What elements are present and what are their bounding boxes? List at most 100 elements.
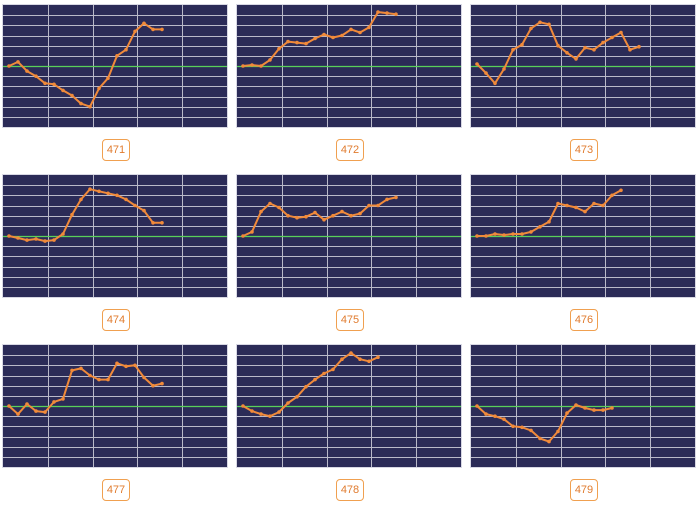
data-point	[322, 32, 326, 37]
data-point	[259, 209, 263, 214]
data-point	[556, 429, 560, 434]
plot-area[interactable]	[237, 5, 461, 127]
data-point	[331, 367, 335, 372]
data-point	[142, 208, 146, 213]
data-point	[574, 57, 578, 61]
data-point	[295, 215, 299, 220]
plot-area[interactable]	[3, 175, 227, 297]
data-point	[340, 357, 344, 361]
data-point	[88, 187, 92, 191]
series-line	[242, 11, 397, 67]
plot-area[interactable]	[3, 345, 227, 467]
data-point	[547, 439, 551, 444]
data-point	[493, 81, 497, 86]
chart-label-button[interactable]: 477	[102, 479, 130, 501]
series-line	[476, 21, 640, 85]
data-point	[34, 74, 38, 78]
chart-label-button[interactable]: 474	[102, 309, 130, 331]
data-point	[97, 377, 101, 382]
data-point	[547, 22, 551, 27]
chart-label-button[interactable]: 475	[336, 309, 364, 331]
data-point	[295, 40, 299, 45]
data-point	[133, 29, 137, 34]
data-point	[322, 371, 326, 376]
data-point	[16, 60, 20, 64]
chart-label-button[interactable]: 476	[570, 309, 598, 331]
data-point	[160, 221, 164, 225]
data-point	[313, 210, 317, 215]
plot-area[interactable]	[237, 175, 461, 297]
data-point	[502, 67, 506, 71]
data-point	[52, 238, 56, 242]
data-point	[376, 10, 380, 14]
data-point	[349, 27, 353, 32]
line-chart	[3, 175, 227, 297]
data-point	[106, 191, 110, 196]
data-point	[493, 414, 497, 418]
chart-label-button[interactable]: 473	[570, 139, 598, 161]
data-point	[556, 201, 560, 206]
data-point	[7, 404, 11, 408]
data-point	[97, 189, 101, 194]
data-point	[7, 64, 11, 68]
data-point	[376, 355, 380, 359]
data-point	[385, 197, 389, 202]
data-point	[115, 361, 119, 366]
data-point	[97, 86, 101, 91]
data-point	[25, 69, 29, 73]
plot-area[interactable]	[3, 5, 227, 127]
data-point	[250, 409, 254, 413]
plot-area[interactable]	[471, 175, 695, 297]
data-point	[367, 203, 371, 208]
data-point	[511, 424, 515, 429]
line-chart	[471, 5, 695, 127]
data-point	[313, 377, 317, 382]
series-line	[8, 188, 162, 243]
data-point	[358, 211, 362, 216]
data-point	[529, 26, 533, 31]
data-point	[358, 30, 362, 35]
plot-area[interactable]	[237, 345, 461, 467]
chart-label-button[interactable]: 479	[570, 479, 598, 501]
chart-panel: 471	[0, 0, 233, 170]
data-point	[484, 234, 488, 238]
data-point	[304, 214, 308, 219]
data-point	[259, 64, 263, 68]
plot-area[interactable]	[471, 345, 695, 467]
data-point	[538, 225, 542, 229]
data-point	[601, 408, 605, 412]
data-point	[250, 230, 254, 234]
data-point	[286, 401, 290, 405]
data-point	[268, 414, 272, 418]
data-point	[475, 404, 479, 408]
data-point	[484, 71, 488, 75]
data-point	[160, 27, 164, 32]
chart-label-button[interactable]: 472	[336, 139, 364, 161]
data-point	[124, 47, 128, 52]
data-point	[358, 357, 362, 361]
data-point	[79, 101, 83, 106]
data-point	[529, 428, 533, 433]
data-point	[367, 25, 371, 30]
data-point	[637, 44, 641, 49]
data-point	[241, 404, 245, 408]
data-point	[88, 104, 92, 109]
data-point	[502, 417, 506, 421]
plot-area[interactable]	[471, 5, 695, 127]
data-point	[52, 400, 56, 404]
data-point	[556, 43, 560, 48]
chart-panel: 478	[234, 340, 467, 510]
data-point	[106, 377, 110, 382]
data-point	[574, 403, 578, 407]
data-point	[61, 232, 65, 236]
data-point	[331, 213, 335, 218]
chart-label-button[interactable]: 478	[336, 479, 364, 501]
data-point	[583, 45, 587, 50]
data-point	[565, 203, 569, 208]
series-line	[8, 22, 162, 108]
data-point	[142, 375, 146, 380]
data-point	[520, 42, 524, 47]
data-point	[124, 197, 128, 202]
data-point	[151, 383, 155, 388]
chart-label-button[interactable]: 471	[102, 139, 130, 161]
